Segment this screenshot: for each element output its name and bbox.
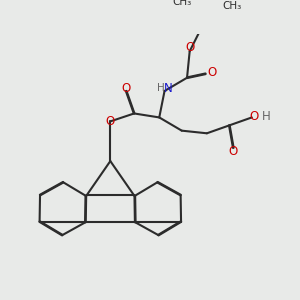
Text: N: N [164,82,173,95]
Text: O: O [229,145,238,158]
Text: O: O [208,66,217,79]
Text: CH₃: CH₃ [222,1,242,11]
Text: O: O [185,41,194,54]
Text: CH₃: CH₃ [172,0,191,8]
Text: O: O [250,110,259,123]
Text: O: O [122,82,131,95]
Text: H: H [157,83,164,93]
Text: H: H [262,110,271,123]
Text: O: O [106,115,115,128]
